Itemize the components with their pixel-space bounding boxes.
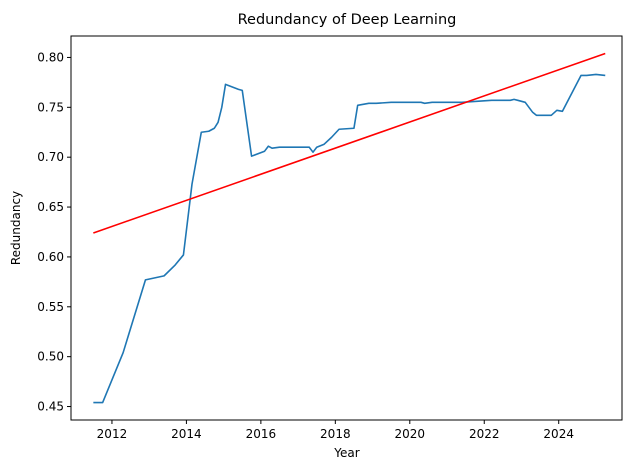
x-tick-label: 2020 [395, 427, 426, 441]
ticks-layer: 2012 2014 2016 2018 2020 2022 2024 0.45 0.50 0.55… [37, 50, 574, 441]
x-tick-label: 2018 [320, 427, 351, 441]
x-tick-label: 2016 [246, 427, 277, 441]
y-axis-label: Redundancy [9, 191, 23, 265]
x-tick-label: 2024 [543, 427, 574, 441]
series-layer [93, 52, 606, 404]
x-tick-label: 2012 [97, 427, 128, 441]
x-tick-label: 2022 [469, 427, 500, 441]
y-tick-label: 0.45 [37, 400, 64, 414]
y-tick-label: 0.55 [37, 300, 64, 314]
series-line-1 [93, 52, 606, 234]
plot-frame [70, 35, 623, 421]
y-tick-label: 0.65 [37, 200, 64, 214]
y-tick-label: 0.70 [37, 150, 64, 164]
series-line-0 [93, 73, 606, 404]
chart-title: Redundancy of Deep Learning [238, 12, 457, 28]
x-axis-label: Year [333, 446, 359, 460]
y-tick-label: 0.75 [37, 100, 64, 114]
x-tick-label: 2014 [171, 427, 202, 441]
y-tick-label: 0.80 [37, 50, 64, 64]
y-tick-label: 0.60 [37, 250, 64, 264]
y-tick-label: 0.50 [37, 350, 64, 364]
